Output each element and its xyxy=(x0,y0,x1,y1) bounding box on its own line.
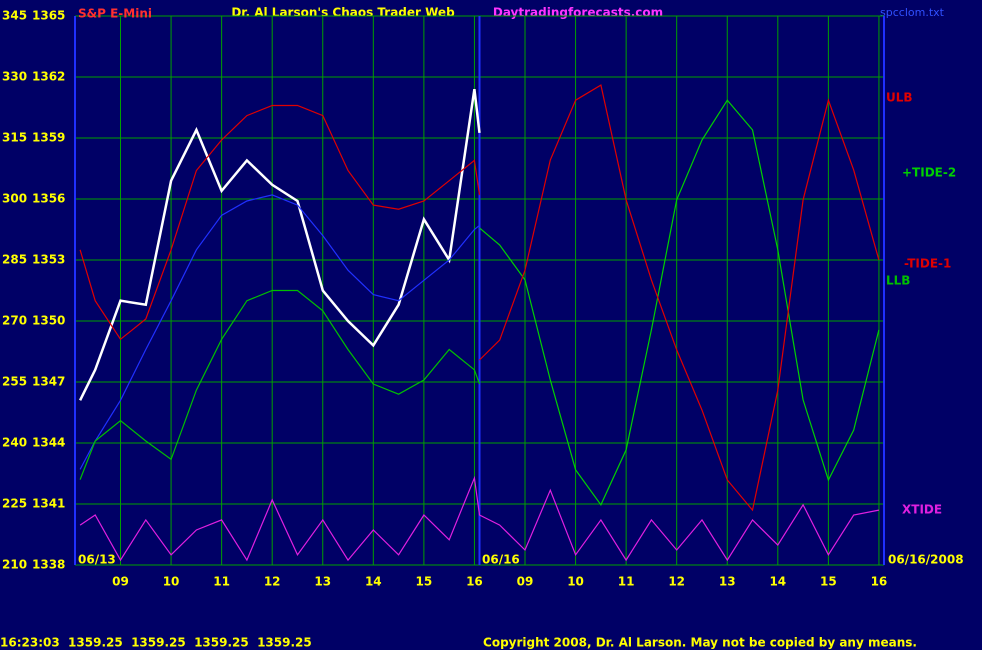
x-tick-label: 14 xyxy=(769,575,786,589)
x-tick-label: 16 xyxy=(871,575,888,589)
x-tick-label: 14 xyxy=(365,575,382,589)
legend-label: S&P E-Mini xyxy=(78,7,152,21)
series-line xyxy=(78,89,481,401)
date-label: 06/16 xyxy=(482,553,520,567)
y2-tick-label: 1362 xyxy=(32,70,65,84)
copyright: Copyright 2008, Dr. Al Larson. May not b… xyxy=(483,636,917,650)
legend-label: -TIDE-1 xyxy=(904,257,951,271)
x-tick-label: 09 xyxy=(112,575,129,589)
y2-tick-label: 1338 xyxy=(32,558,65,572)
series-line xyxy=(79,475,880,562)
y-tick-label: 300 xyxy=(2,192,27,206)
x-tick-label: 12 xyxy=(668,575,685,589)
series-line xyxy=(79,289,481,480)
series-line xyxy=(479,99,880,506)
chart-title: Dr. Al Larson's Chaos Trader Web xyxy=(231,6,455,20)
x-tick-label: 13 xyxy=(314,575,331,589)
x-tick-label: 11 xyxy=(213,575,230,589)
y-tick-label: 255 xyxy=(2,375,27,389)
x-tick-label: 13 xyxy=(719,575,736,589)
date-label: 06/13 xyxy=(78,553,116,567)
status-line: 16:23:03 1359.25 1359.25 1359.25 1359.25 xyxy=(0,636,312,650)
y-tick-label: 330 xyxy=(2,70,27,84)
legend-label: XTIDE xyxy=(902,503,942,517)
y-tick-label: 225 xyxy=(2,497,27,511)
x-tick-label: 15 xyxy=(416,575,433,589)
y2-tick-label: 1356 xyxy=(32,192,65,206)
y2-tick-label: 1353 xyxy=(32,253,65,267)
x-tick-label: 10 xyxy=(567,575,584,589)
y-tick-label: 315 xyxy=(2,131,27,145)
y-tick-label: 240 xyxy=(2,436,27,450)
x-tick-label: 10 xyxy=(163,575,180,589)
x-tick-label: 16 xyxy=(466,575,483,589)
y2-tick-label: 1350 xyxy=(32,314,65,328)
y2-tick-label: 1347 xyxy=(32,375,65,389)
y-tick-label: 345 xyxy=(2,9,27,23)
x-tick-label: 11 xyxy=(618,575,635,589)
y-tick-label: 210 xyxy=(2,558,27,572)
series-line xyxy=(79,194,480,470)
date-label: 06/16/2008 xyxy=(888,553,964,567)
legend-label: LLB xyxy=(886,274,910,288)
series-line xyxy=(479,84,880,512)
x-tick-label: 15 xyxy=(820,575,837,589)
file-name: spcclom.txt xyxy=(880,6,945,19)
y2-tick-label: 1341 xyxy=(32,497,65,511)
chart-subtitle: Daytradingforecasts.com xyxy=(493,6,663,20)
x-tick-label: 09 xyxy=(517,575,534,589)
x-tick-label: 12 xyxy=(264,575,281,589)
y2-tick-label: 1359 xyxy=(32,131,65,145)
y-tick-label: 285 xyxy=(2,253,27,267)
y2-tick-label: 1344 xyxy=(32,436,65,450)
y2-tick-label: 1365 xyxy=(32,9,65,23)
y-tick-label: 270 xyxy=(2,314,27,328)
legend-label: +TIDE-2 xyxy=(902,166,956,180)
legend-label: ULB xyxy=(886,91,913,105)
series-line xyxy=(79,104,481,341)
